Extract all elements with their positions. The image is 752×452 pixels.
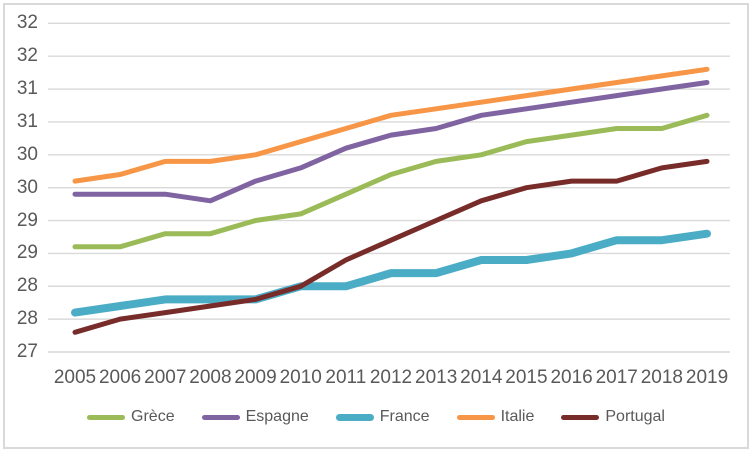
- legend: Grèce Espagne France Italie Portugal: [0, 407, 752, 427]
- x-tick-label: 2005: [53, 367, 97, 388]
- legend-item-italie[interactable]: Italie: [456, 407, 535, 427]
- y-tick-label: 32: [16, 45, 38, 67]
- legend-item-espagne[interactable]: Espagne: [201, 407, 309, 427]
- x-tick-label: 2012: [369, 367, 413, 388]
- x-tick-label: 2007: [144, 367, 187, 388]
- y-tick-label: 31: [16, 110, 38, 132]
- legend-label: Portugal: [605, 408, 665, 425]
- x-tick-label: 2014: [460, 367, 503, 388]
- legend-marker-espagne: [201, 414, 240, 420]
- legend-label: Espagne: [245, 408, 309, 425]
- y-tick-label: 30: [16, 176, 38, 198]
- y-tick-label: 29: [16, 242, 38, 264]
- x-tick-label: 2008: [189, 367, 232, 388]
- y-tick-label: 31: [16, 78, 38, 100]
- legend-item-grece[interactable]: Grèce: [87, 407, 175, 427]
- legend-marker-grece: [87, 414, 126, 420]
- legend-label: Grèce: [131, 408, 175, 425]
- series-line-france[interactable]: [71, 229, 711, 317]
- legend-label: Italie: [500, 408, 535, 425]
- x-tick-label: 2017: [595, 367, 638, 388]
- series-line-italie[interactable]: [72, 66, 710, 184]
- series-line-portugal[interactable]: [72, 158, 710, 335]
- x-tick-label: 2015: [505, 367, 548, 388]
- y-tick-label: 30: [16, 143, 38, 165]
- y-tick-label: 28: [16, 308, 38, 330]
- x-tick-label: 2018: [640, 367, 684, 388]
- legend-label: France: [379, 408, 430, 425]
- x-tick-label: 2013: [415, 367, 458, 388]
- legend-marker-france: [335, 413, 374, 421]
- x-tick-label: 2010: [279, 367, 322, 388]
- x-tick-label: 2019: [685, 367, 729, 388]
- series-line-grece[interactable]: [72, 112, 710, 250]
- x-tick-label: 2011: [325, 367, 367, 388]
- legend-marker-portugal: [561, 414, 600, 420]
- series-line-espagne[interactable]: [72, 80, 710, 204]
- legend-item-france[interactable]: France: [335, 407, 430, 427]
- x-tick-label: 2006: [98, 367, 142, 388]
- y-tick-label: 28: [16, 275, 38, 297]
- legend-item-portugal[interactable]: Portugal: [561, 407, 665, 427]
- y-tick-label: 29: [16, 209, 38, 231]
- x-tick-label: 2016: [550, 367, 593, 388]
- x-tick-label: 2009: [234, 367, 277, 388]
- legend-marker-italie: [456, 414, 495, 420]
- y-tick-label: 27: [16, 341, 38, 362]
- y-tick-label: 32: [16, 12, 38, 34]
